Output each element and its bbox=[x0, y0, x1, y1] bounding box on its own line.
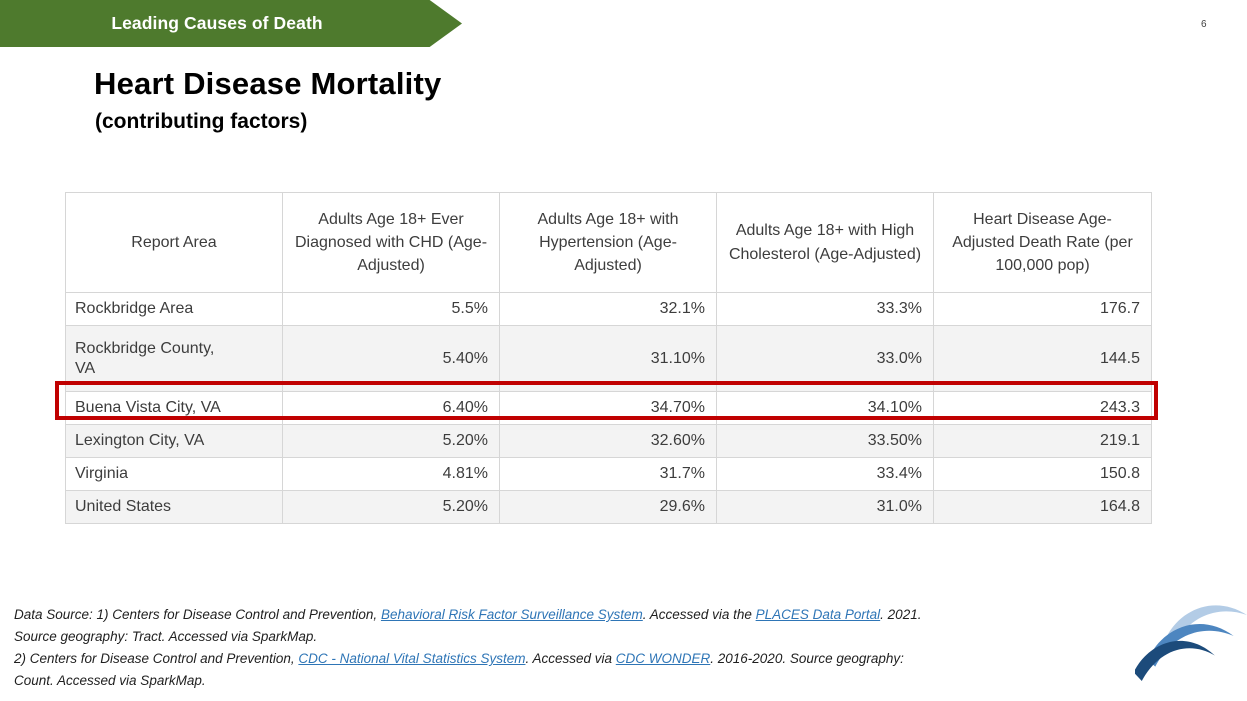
cell-death-rate: 150.8 bbox=[933, 457, 1152, 491]
section-banner-label: Leading Causes of Death bbox=[111, 13, 323, 33]
cell-chd: 4.81% bbox=[282, 457, 500, 491]
cell-hypertension: 31.10% bbox=[499, 325, 717, 392]
column-header-death-rate: Heart Disease Age-Adjusted Death Rate (p… bbox=[933, 192, 1152, 293]
link-cdc-wonder[interactable]: CDC WONDER bbox=[615, 651, 711, 666]
column-header-cholesterol: Adults Age 18+ with High Cholesterol (Ag… bbox=[716, 192, 934, 293]
link-places-data-portal[interactable]: PLACES Data Portal bbox=[755, 607, 881, 622]
cell-chd: 5.20% bbox=[282, 424, 500, 458]
table-row: Rockbridge County, VA 5.40% 31.10% 33.0%… bbox=[65, 325, 1152, 392]
table-row: United States 5.20% 29.6% 31.0% 164.8 bbox=[65, 490, 1152, 524]
table-header-row: Report Area Adults Age 18+ Ever Diagnose… bbox=[65, 192, 1152, 293]
table-row: Virginia 4.81% 31.7% 33.4% 150.8 bbox=[65, 457, 1152, 491]
citation-line: Count. Accessed via SparkMap. bbox=[14, 673, 206, 688]
citation-line: Source geography: Tract. Accessed via Sp… bbox=[14, 629, 318, 644]
cell-cholesterol: 33.3% bbox=[716, 292, 934, 326]
table-row: Lexington City, VA 5.20% 32.60% 33.50% 2… bbox=[65, 424, 1152, 458]
cell-death-rate: 164.8 bbox=[933, 490, 1152, 524]
page-title: Heart Disease Mortality bbox=[94, 66, 442, 101]
cell-death-rate: 243.3 bbox=[933, 391, 1152, 425]
column-header-chd: Adults Age 18+ Ever Diagnosed with CHD (… bbox=[282, 192, 500, 293]
cell-report-area: Rockbridge Area bbox=[65, 292, 283, 326]
cell-chd: 5.5% bbox=[282, 292, 500, 326]
link-nvss[interactable]: CDC - National Vital Statistics System bbox=[298, 651, 526, 666]
section-banner: Leading Causes of Death bbox=[0, 0, 462, 47]
cell-cholesterol: 34.10% bbox=[716, 391, 934, 425]
table-row: Rockbridge Area 5.5% 32.1% 33.3% 176.7 bbox=[65, 292, 1152, 326]
sparkmap-swoosh-logo-icon bbox=[1135, 605, 1247, 681]
cell-death-rate: 144.5 bbox=[933, 325, 1152, 392]
cell-report-area: Virginia bbox=[65, 457, 283, 491]
cell-chd: 5.40% bbox=[282, 325, 500, 392]
cell-report-area: Lexington City, VA bbox=[65, 424, 283, 458]
cell-hypertension: 29.6% bbox=[499, 490, 717, 524]
cell-hypertension: 32.1% bbox=[499, 292, 717, 326]
cell-report-area: United States bbox=[65, 490, 283, 524]
cell-report-area: Rockbridge County, VA bbox=[65, 325, 283, 392]
link-brfss[interactable]: Behavioral Risk Factor Surveillance Syst… bbox=[380, 607, 643, 622]
data-source-citations: Data Source: 1) Centers for Disease Cont… bbox=[14, 604, 1139, 692]
column-header-hypertension: Adults Age 18+ with Hypertension (Age-Ad… bbox=[499, 192, 717, 293]
cell-report-area: Buena Vista City, VA bbox=[65, 391, 283, 425]
mortality-table: Report Area Adults Age 18+ Ever Diagnose… bbox=[65, 192, 1152, 524]
slide-number: 6 bbox=[1201, 19, 1207, 30]
table-row-highlighted: Buena Vista City, VA 6.40% 34.70% 34.10%… bbox=[65, 391, 1152, 425]
cell-chd: 5.20% bbox=[282, 490, 500, 524]
cell-cholesterol: 33.0% bbox=[716, 325, 934, 392]
cell-chd: 6.40% bbox=[282, 391, 500, 425]
cell-hypertension: 31.7% bbox=[499, 457, 717, 491]
citation-line: 2) Centers for Disease Control and Preve… bbox=[14, 651, 904, 666]
cell-death-rate: 176.7 bbox=[933, 292, 1152, 326]
cell-death-rate: 219.1 bbox=[933, 424, 1152, 458]
column-header-report-area: Report Area bbox=[65, 192, 283, 293]
cell-cholesterol: 33.4% bbox=[716, 457, 934, 491]
page-subtitle: (contributing factors) bbox=[95, 110, 308, 133]
cell-hypertension: 32.60% bbox=[499, 424, 717, 458]
cell-cholesterol: 31.0% bbox=[716, 490, 934, 524]
citation-line: Data Source: 1) Centers for Disease Cont… bbox=[14, 607, 922, 622]
cell-cholesterol: 33.50% bbox=[716, 424, 934, 458]
cell-hypertension: 34.70% bbox=[499, 391, 717, 425]
